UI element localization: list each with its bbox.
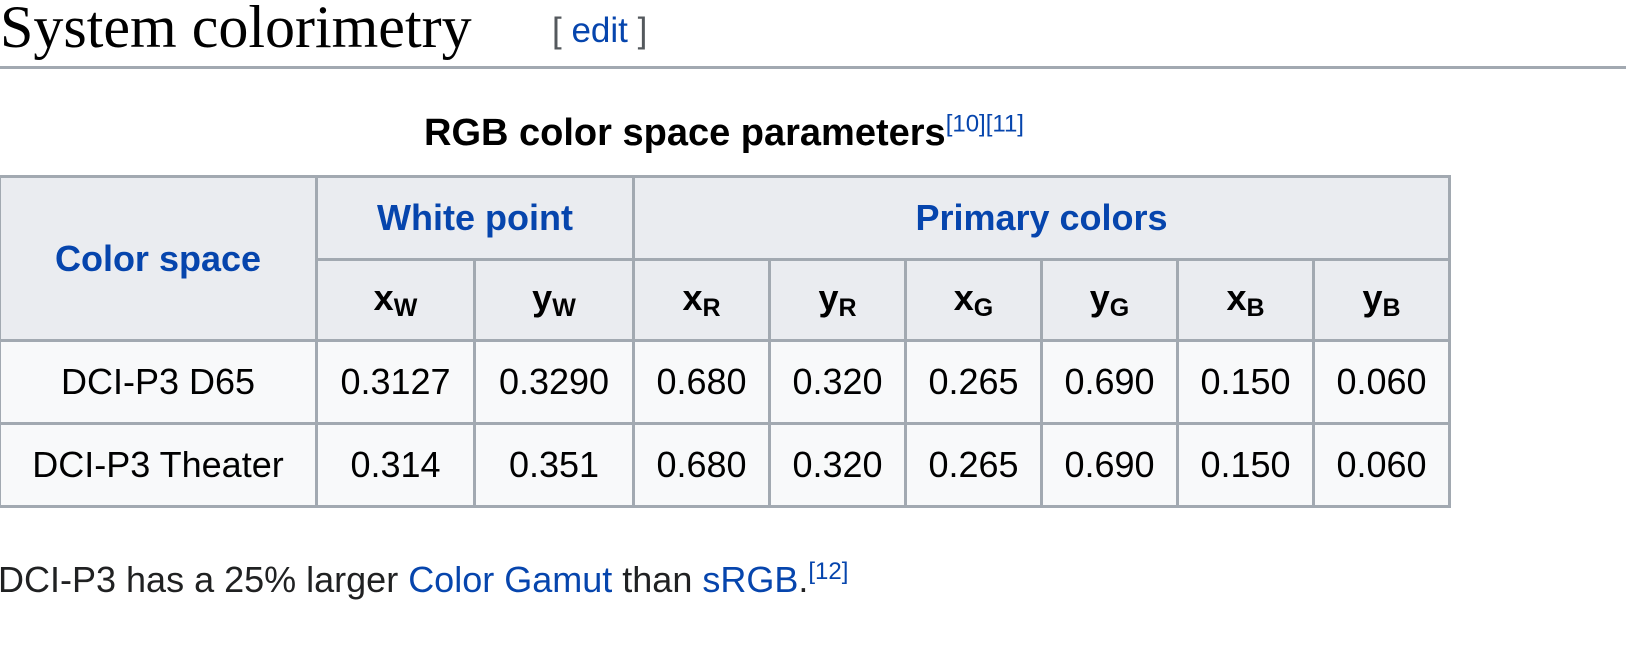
subheader-sub: R	[702, 294, 721, 322]
row-value: 0.680	[632, 339, 771, 425]
row-value: 0.320	[768, 422, 907, 508]
row-value: 0.320	[768, 339, 907, 425]
row-value: 0.3290	[473, 339, 635, 425]
srgb-link[interactable]: sRGB	[702, 559, 799, 600]
header-primary-colors[interactable]: Primary colors	[632, 175, 1451, 261]
row-value: 0.060	[1312, 422, 1451, 508]
subheader-yw: yW	[473, 258, 635, 342]
white-point-link[interactable]: White point	[377, 197, 573, 238]
subheader-base: y	[818, 277, 839, 318]
subheader-base: y	[1089, 277, 1110, 318]
row-name: DCI-P3 D65	[0, 339, 318, 425]
row-value: 0.351	[473, 422, 635, 508]
caption-text: RGB color space parameters	[424, 112, 946, 154]
subheader-sub: B	[1382, 294, 1401, 322]
gamut-paragraph: DCI-P3 has a 25% larger Color Gamut than…	[0, 558, 848, 602]
header-white-point[interactable]: White point	[315, 175, 635, 261]
color-gamut-link[interactable]: Color Gamut	[408, 559, 613, 600]
subheader-base: x	[1226, 277, 1247, 318]
section-title: System colorimetry	[0, 0, 472, 60]
table-caption: RGB color space parameters[10][11]	[0, 112, 1448, 155]
header-color-space[interactable]: Color space	[0, 175, 318, 342]
color-space-link[interactable]: Color space	[54, 237, 262, 279]
ref-11[interactable]: [11]	[985, 110, 1024, 138]
subheader-xg: xG	[904, 258, 1043, 342]
subheader-xw: xW	[315, 258, 476, 342]
subheader-sub: W	[552, 294, 576, 322]
subheader-base: x	[953, 277, 974, 318]
row-value: 0.314	[315, 422, 476, 508]
section-heading: System colorimetry [ edit ]	[0, 0, 1626, 69]
subheader-sub: R	[838, 294, 857, 322]
para-text: than	[612, 559, 703, 600]
rgb-parameters-table: Color space White point Primary colors x…	[0, 175, 1451, 508]
table-row: DCI-P3 Theater 0.314 0.351 0.680 0.320 0.265 0…	[0, 422, 1451, 508]
row-value: 0.150	[1176, 339, 1315, 425]
subheader-yb: yB	[1312, 258, 1451, 342]
subheader-sub: G	[973, 294, 994, 322]
row-value: 0.690	[1040, 339, 1179, 425]
subheader-base: x	[373, 277, 394, 318]
edit-section: [ edit ]	[552, 11, 647, 51]
ref-12[interactable]: [12]	[808, 558, 849, 585]
row-value: 0.060	[1312, 339, 1451, 425]
bracket-open: [	[552, 11, 562, 50]
subheader-xb: xB	[1176, 258, 1315, 342]
ref-10[interactable]: [10]	[945, 110, 986, 138]
subheader-base: x	[682, 277, 703, 318]
subheader-yg: yG	[1040, 258, 1179, 342]
subheader-base: y	[1362, 277, 1383, 318]
row-value: 0.3127	[315, 339, 476, 425]
edit-link[interactable]: edit	[571, 11, 628, 50]
row-name: DCI-P3 Theater	[0, 422, 318, 508]
row-value: 0.265	[904, 422, 1043, 508]
para-text: .	[798, 559, 809, 600]
row-value: 0.690	[1040, 422, 1179, 508]
bracket-close: ]	[637, 11, 648, 50]
para-text: DCI-P3 has a 25% larger	[0, 559, 409, 600]
row-value: 0.265	[904, 339, 1043, 425]
row-value: 0.150	[1176, 422, 1315, 508]
row-value: 0.680	[632, 422, 771, 508]
subheader-sub: B	[1246, 294, 1265, 322]
subheader-sub: W	[393, 294, 418, 322]
primary-colors-link[interactable]: Primary colors	[915, 197, 1168, 238]
subheader-xr: xR	[632, 258, 771, 342]
subheader-yr: yR	[768, 258, 907, 342]
subheader-base: y	[532, 277, 553, 318]
subheader-sub: G	[1109, 294, 1130, 322]
table-row: DCI-P3 D65 0.3127 0.3290 0.680 0.320 0.265 0.6…	[0, 339, 1451, 425]
